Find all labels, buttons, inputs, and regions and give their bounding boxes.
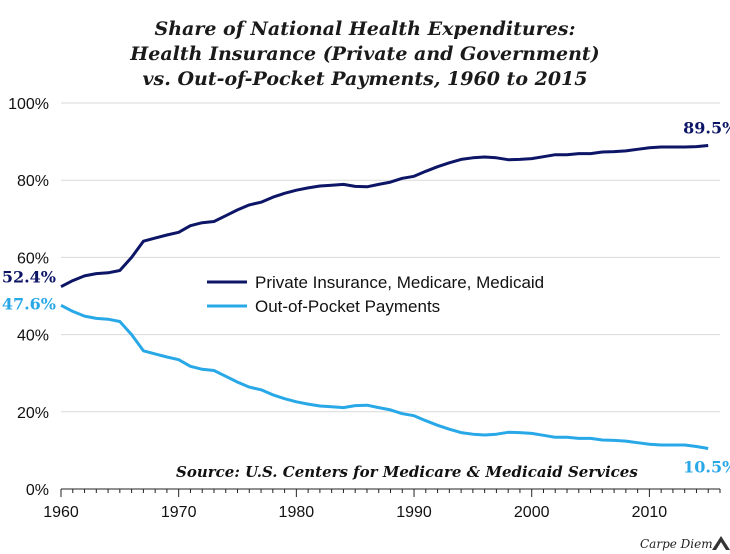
x-tick-label-1980: 1980 [279,504,315,521]
y-tick-label-20: 20% [17,405,49,422]
y-tick-label-100: 100% [8,96,49,113]
y-tick-label-0: 0% [26,482,49,499]
series-line-0 [60,144,709,289]
x-tick-label-1960: 1960 [43,504,79,521]
data-label-2: 89.5% [683,118,730,137]
y-axis-tick-labels: 0% 20% 40% 60% 80% 100% [8,96,49,499]
series-lines [60,144,709,450]
data-label-3: 10.5% [683,457,730,476]
x-axis: 1960 1970 1980 1990 2000 2010 [43,488,721,521]
legend-label-insurance: Private Insurance, Medicare, Medicaid [255,273,544,292]
carpe-diem-logo-icon [712,536,730,550]
carpe-diem-credit: Carpe Diem [640,536,730,551]
legend-label-out-of-pocket: Out-of-Pocket Payments [255,297,440,316]
credit-text: Carpe Diem [640,537,713,551]
chart-title-line-3: vs. Out-of-Pocket Payments, 1960 to 2015 [142,68,588,90]
end-labels: 52.4% 47.6% 89.5% 10.5% [2,118,730,476]
data-label-1: 47.6% [2,294,56,313]
chart-title-line-1: Share of National Health Expenditures: [154,18,576,40]
y-tick-label-40: 40% [17,328,49,345]
x-tick-label-2000: 2000 [514,504,550,521]
chart-title-line-2: Health Insurance (Private and Government… [130,43,600,65]
series-line-1 [60,303,709,450]
data-label-0: 52.4% [2,268,56,287]
y-tick-label-80: 80% [17,173,49,190]
x-tick-label-1990: 1990 [396,504,432,521]
legend: Private Insurance, Medicare, Medicaid Ou… [207,273,544,316]
gridlines [61,102,720,413]
x-tick-label-2010: 2010 [632,504,668,521]
source-note: Source: U.S. Centers for Medicare & Medi… [176,463,638,481]
y-tick-label-60: 60% [17,250,49,267]
x-tick-label-1970: 1970 [161,504,197,521]
